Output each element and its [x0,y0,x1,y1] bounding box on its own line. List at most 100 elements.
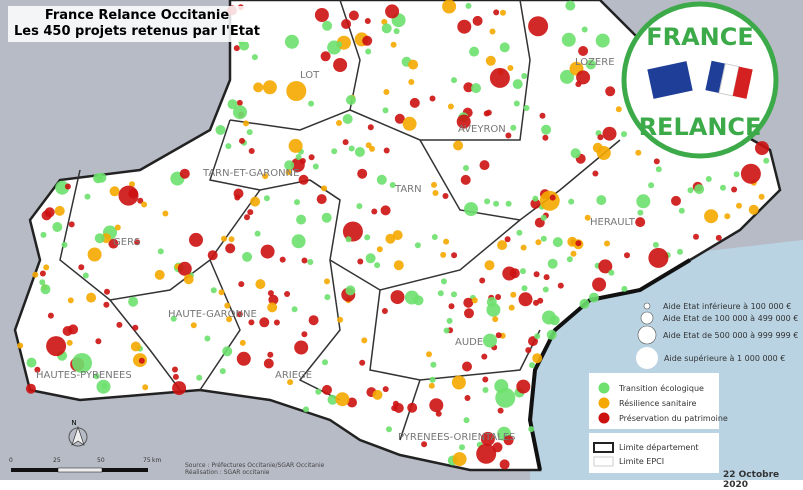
project-point [440,278,447,285]
project-point [504,236,511,243]
project-point [463,82,474,93]
project-point [602,126,617,141]
project-point [242,251,253,262]
project-point [96,172,107,183]
project-point [364,18,371,24]
project-point [204,335,211,342]
project-point [446,317,453,324]
project-point [763,157,770,164]
project-point [54,205,65,216]
project-point [497,240,508,251]
project-point [132,324,139,331]
project-point [207,250,218,261]
project-point [720,184,726,191]
project-point [483,333,497,348]
project-point [308,315,319,326]
project-point [190,322,197,329]
project-point [284,291,291,297]
project-point [263,358,274,369]
project-point [108,238,119,249]
project-point [592,277,607,292]
project-point [109,186,120,197]
legend-category-label: Préservation du patrimoine [619,413,728,423]
project-point [376,246,383,253]
project-point [228,236,235,243]
project-point [386,426,392,433]
project-point [621,131,627,138]
project-point [740,163,761,184]
project-point [407,402,418,413]
project-point [566,256,573,263]
legend-categories: Transition écologique Résilience sanitai… [589,373,728,473]
project-point [39,279,46,286]
project-point [253,82,264,93]
project-point [452,452,467,467]
project-point [535,239,542,246]
project-point [336,41,342,48]
project-point [704,209,719,224]
project-point [653,158,660,165]
project-point [495,332,502,339]
project-point [130,341,141,352]
project-point [464,395,471,401]
project-point [284,160,295,171]
project-point [736,202,742,209]
project-point [72,353,92,373]
project-point [291,234,306,249]
project-point [542,310,556,325]
project-point [615,106,622,113]
project-point [426,351,432,358]
project-point [520,268,526,275]
legend-boundary-label: Limite département [619,442,699,452]
project-point [172,373,179,380]
project-point [392,400,399,407]
project-point [724,213,731,220]
legend-boundary-label: Limite EPCI [619,457,664,466]
scale-unit: km [152,457,161,464]
project-point [301,331,308,338]
project-point [234,194,241,201]
project-point [345,236,352,243]
project-point [103,301,110,308]
dept-label: HAUTES-PYRENEES [36,370,132,381]
north-arrow: N [68,419,88,447]
project-point [510,291,517,298]
project-point [402,116,417,131]
project-point [486,297,497,307]
project-point [480,431,495,446]
logo: FRANCE RELANCE [621,1,779,159]
project-point [348,10,359,21]
project-point [464,202,478,217]
project-point [218,289,225,296]
project-point [314,8,329,22]
project-point [462,361,472,372]
project-point [624,252,630,259]
project-point [557,282,564,289]
project-point [61,241,68,248]
project-point [592,142,603,153]
project-point [471,83,481,94]
project-point [523,105,530,111]
project-point [469,46,480,57]
project-point [485,55,496,66]
project-point [250,196,261,207]
project-point [47,312,54,319]
project-point [382,107,389,114]
legend-size-label: Aide Etat inférieure à 100 000 € [663,301,791,311]
project-point [239,40,250,51]
date-label: 22 Octobre 2020 [723,470,780,490]
logo-text-top: FRANCE [646,23,754,51]
project-point [598,259,613,274]
project-point [183,274,194,285]
scale-bar: 0 25 50 75 km [9,457,161,473]
dept-label: TARN [394,184,422,195]
project-point [608,269,615,276]
project-point [570,250,577,257]
project-point [179,168,190,179]
project-point [440,251,447,258]
project-point [361,337,368,344]
project-point [43,264,50,271]
project-point [596,195,607,206]
french-flag-icon [705,60,753,99]
project-point [236,351,251,366]
